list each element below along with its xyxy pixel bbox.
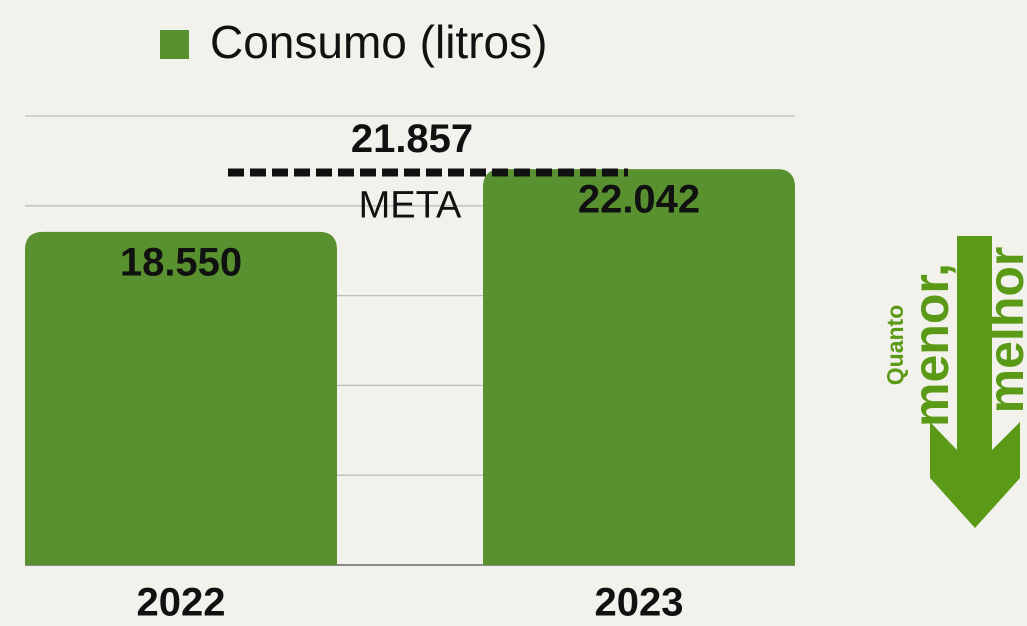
target-value-label: 21.857	[351, 117, 473, 161]
value-label: 18.550	[120, 240, 242, 284]
target-label: META	[359, 184, 462, 226]
legend-swatch	[160, 30, 189, 59]
bar	[25, 231, 337, 566]
x-tick-label: 2022	[137, 581, 226, 625]
annotation: melhor	[978, 247, 1027, 414]
side-note: Quanto menor, melhor	[882, 236, 1027, 528]
annotation: Quanto	[882, 305, 908, 386]
bar	[483, 169, 795, 566]
down-arrow	[930, 236, 1020, 528]
legend-label: Consumo (litros)	[210, 16, 547, 68]
value-label: 22.042	[578, 178, 700, 222]
plot-area: 18.550 2022 22.042 2023 21.857 META	[25, 115, 795, 625]
x-tick-label: 2023	[595, 581, 684, 625]
annotation: menor,	[903, 263, 959, 427]
